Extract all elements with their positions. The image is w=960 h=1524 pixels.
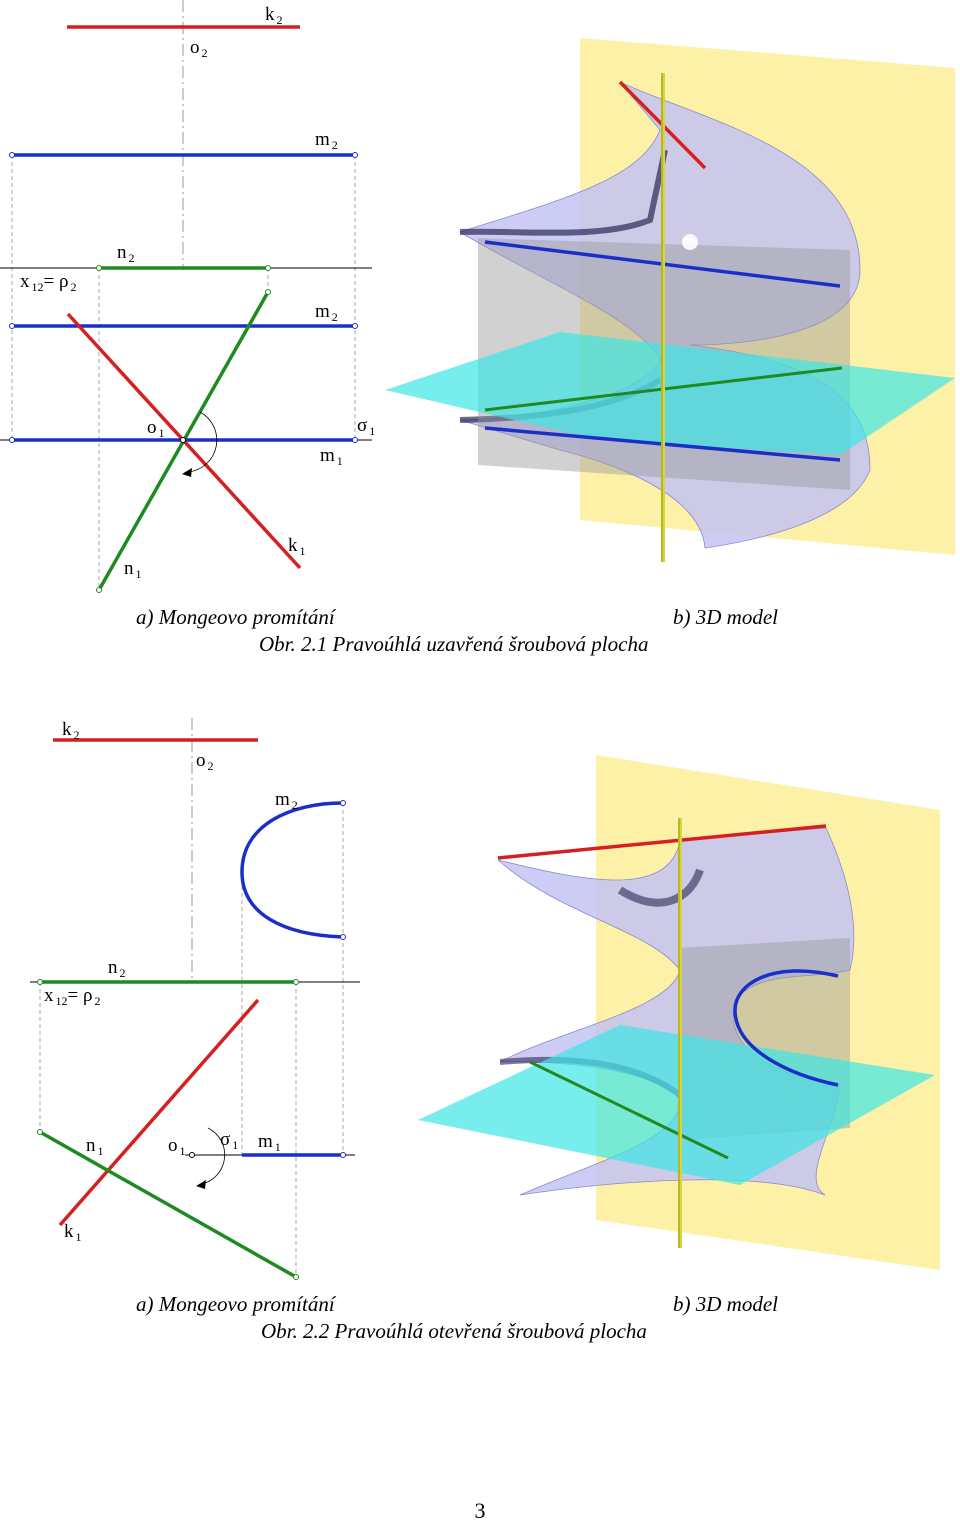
endpoint [96, 587, 102, 593]
cyan-plane [418, 1025, 935, 1185]
3d-k-line [497, 824, 827, 860]
endpoint [293, 979, 299, 985]
monge-projection-open [30, 718, 360, 1280]
endpoint [9, 323, 15, 329]
model-3d-open [418, 755, 940, 1270]
figure-2-1-drawing [0, 0, 955, 593]
caption-b: b) 3D model [673, 1292, 778, 1316]
endpoint [96, 265, 102, 271]
surface-shadow-edge [617, 868, 704, 907]
endpoint [265, 289, 271, 295]
rotation-arc [187, 411, 218, 473]
monge-projection-closed [0, 0, 372, 593]
endpoint [340, 934, 346, 940]
endpoint [340, 1152, 346, 1158]
endpoint [293, 1274, 299, 1280]
rotation-arrow [182, 468, 192, 477]
3d-m-curve [733, 969, 839, 1087]
endpoint [352, 152, 358, 158]
caption-a: a) Mongeovo promítání [136, 1292, 335, 1316]
cyan-plane [385, 332, 955, 455]
endpoint [340, 800, 346, 806]
m2-curve [240, 801, 344, 939]
3d-n-line [529, 1060, 729, 1160]
endpoint [9, 437, 15, 443]
o1-point [180, 437, 186, 443]
endpoint [352, 323, 358, 329]
figure-2-2-drawing [30, 718, 940, 1280]
o1-point [189, 1152, 195, 1158]
figure-title: Obr. 2.1 Pravoúhlá uzavřená šroubová plo… [259, 632, 649, 656]
endpoint [265, 265, 271, 271]
caption-b: b) 3D model [673, 605, 778, 629]
endpoint [9, 152, 15, 158]
rotation-arc [201, 1127, 226, 1185]
model-3d-closed [385, 38, 955, 562]
surface-shadow-edge [459, 149, 668, 236]
caption-a: a) Mongeovo promítání [136, 605, 335, 629]
endpoint [37, 979, 43, 985]
endpoint [352, 437, 358, 443]
endpoint [37, 1129, 43, 1135]
page-number: 3 [474, 1498, 486, 1523]
k1-line [58, 998, 260, 1227]
n1-line [39, 1130, 297, 1279]
figure-title: Obr. 2.2 Pravoúhlá otevřená šroubová plo… [261, 1319, 647, 1343]
specular-highlight [682, 234, 698, 250]
rotation-arrow [196, 1180, 206, 1189]
